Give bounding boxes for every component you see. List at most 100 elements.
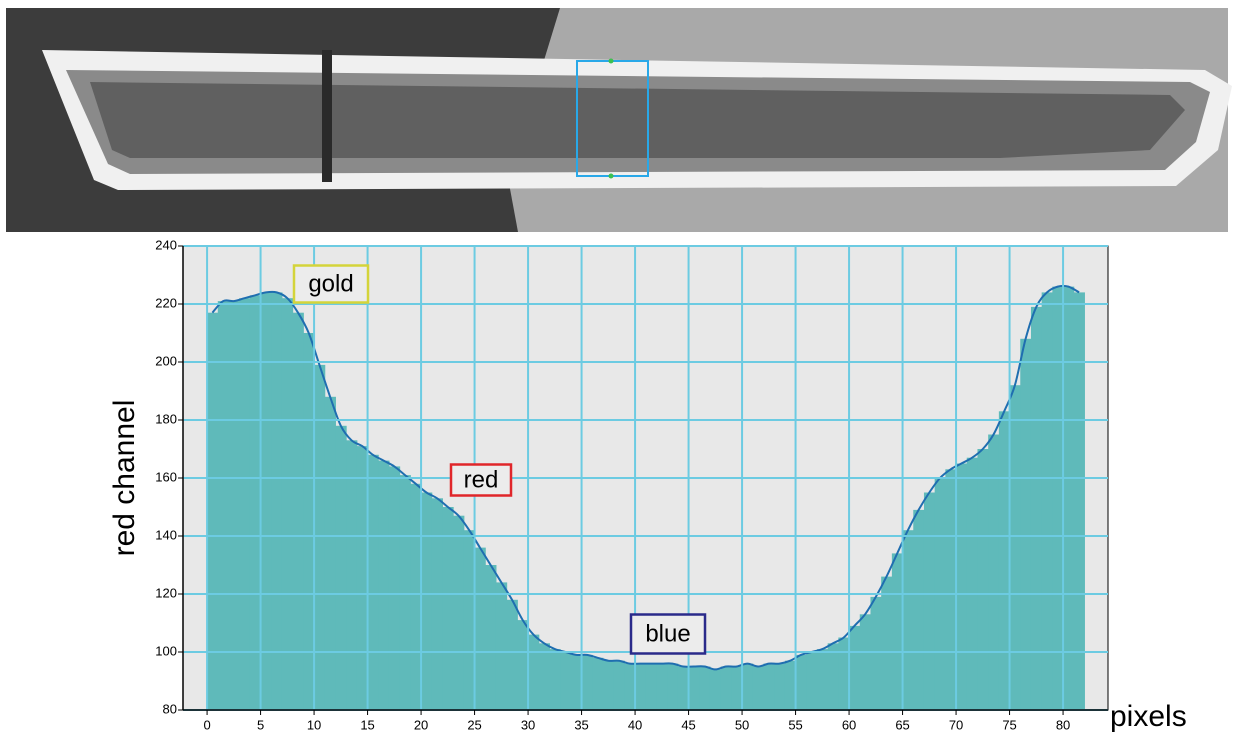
bar	[613, 660, 625, 710]
bar	[602, 660, 615, 710]
bar	[528, 634, 540, 710]
bar	[410, 483, 422, 710]
bar	[838, 637, 850, 710]
bar	[239, 298, 251, 710]
bar	[228, 301, 240, 710]
bar	[1020, 338, 1032, 710]
bar	[217, 301, 229, 710]
profile-line	[211, 284, 1080, 671]
bar	[752, 666, 764, 710]
bar	[784, 660, 797, 710]
x-tick-label: 15	[360, 717, 374, 732]
bar	[731, 666, 743, 710]
y-tick-label: 140	[155, 527, 177, 542]
bar	[645, 663, 657, 710]
bar	[763, 663, 775, 710]
x-tick-label: 45	[681, 717, 695, 732]
bar	[303, 333, 315, 710]
bar	[485, 565, 497, 710]
x-tick-label: 40	[628, 717, 642, 732]
bar	[816, 649, 829, 710]
bar	[442, 507, 454, 710]
x-tick-label: 35	[574, 717, 588, 732]
y-tick-label: 160	[155, 469, 177, 484]
x-tick-label: 20	[414, 717, 428, 732]
bar	[1041, 292, 1053, 710]
x-tick-label: 80	[1056, 717, 1070, 732]
bar	[902, 530, 914, 710]
bar	[453, 515, 465, 710]
bar	[667, 663, 679, 710]
x-tick-label: 25	[467, 717, 481, 732]
bar	[1052, 286, 1064, 710]
bar	[581, 654, 593, 710]
selection-handle[interactable]	[608, 58, 614, 64]
x-tick-label: 50	[735, 717, 749, 732]
bar	[367, 454, 379, 710]
annotation: red	[464, 466, 499, 493]
bar	[635, 663, 647, 710]
bar	[538, 643, 550, 710]
bar	[260, 292, 272, 710]
x-tick-label: 5	[257, 717, 264, 732]
bar	[677, 666, 690, 710]
bar	[271, 292, 283, 710]
bar	[1073, 292, 1085, 710]
bar	[891, 553, 904, 710]
bar	[774, 663, 786, 710]
bar	[699, 666, 711, 710]
bar	[688, 666, 700, 710]
y-tick-label: 180	[155, 411, 177, 426]
photo-scratch	[322, 50, 332, 182]
bar	[923, 492, 936, 710]
bar	[956, 463, 968, 710]
bar	[795, 654, 807, 710]
bar	[1063, 286, 1075, 710]
y-tick-label: 120	[155, 585, 177, 600]
bar	[859, 614, 871, 710]
y-tick-label: 100	[155, 643, 177, 658]
x-axis-label: pixels	[1110, 700, 1187, 733]
bar	[346, 440, 358, 710]
bar	[849, 625, 861, 710]
bar	[207, 312, 219, 710]
bar	[720, 666, 732, 710]
bar	[249, 295, 262, 710]
bar	[998, 411, 1011, 710]
bar	[474, 547, 486, 710]
x-tick-label: 30	[521, 717, 535, 732]
annotation: blue	[645, 620, 690, 647]
bar	[421, 492, 433, 710]
bar	[560, 652, 572, 710]
y-axis-label: red channel	[108, 400, 141, 557]
annotation-box	[292, 264, 370, 304]
y-tick-label: 200	[155, 353, 177, 368]
x-tick-label: 10	[307, 717, 321, 732]
y-tick-label: 240	[155, 237, 177, 252]
x-tick-label: 70	[949, 717, 963, 732]
bar	[881, 576, 893, 710]
bar	[870, 596, 882, 710]
bar	[709, 669, 722, 710]
bar	[356, 446, 369, 710]
bar	[495, 582, 508, 710]
bar	[388, 466, 401, 710]
photo	[6, 8, 1232, 232]
bar	[913, 509, 925, 710]
bar	[506, 599, 518, 710]
bar	[742, 663, 754, 710]
bar	[1030, 306, 1043, 710]
bar	[945, 469, 957, 710]
x-tick-label: 60	[842, 717, 856, 732]
bar	[988, 434, 1000, 710]
photo-strip-core	[90, 82, 1185, 158]
bar	[592, 657, 604, 710]
x-tick-label: 0	[203, 717, 210, 732]
annotation-box	[449, 463, 513, 497]
bar	[324, 396, 336, 710]
bar	[292, 312, 304, 710]
selection-handle[interactable]	[608, 173, 614, 179]
bar	[827, 643, 839, 710]
bar	[517, 620, 529, 710]
